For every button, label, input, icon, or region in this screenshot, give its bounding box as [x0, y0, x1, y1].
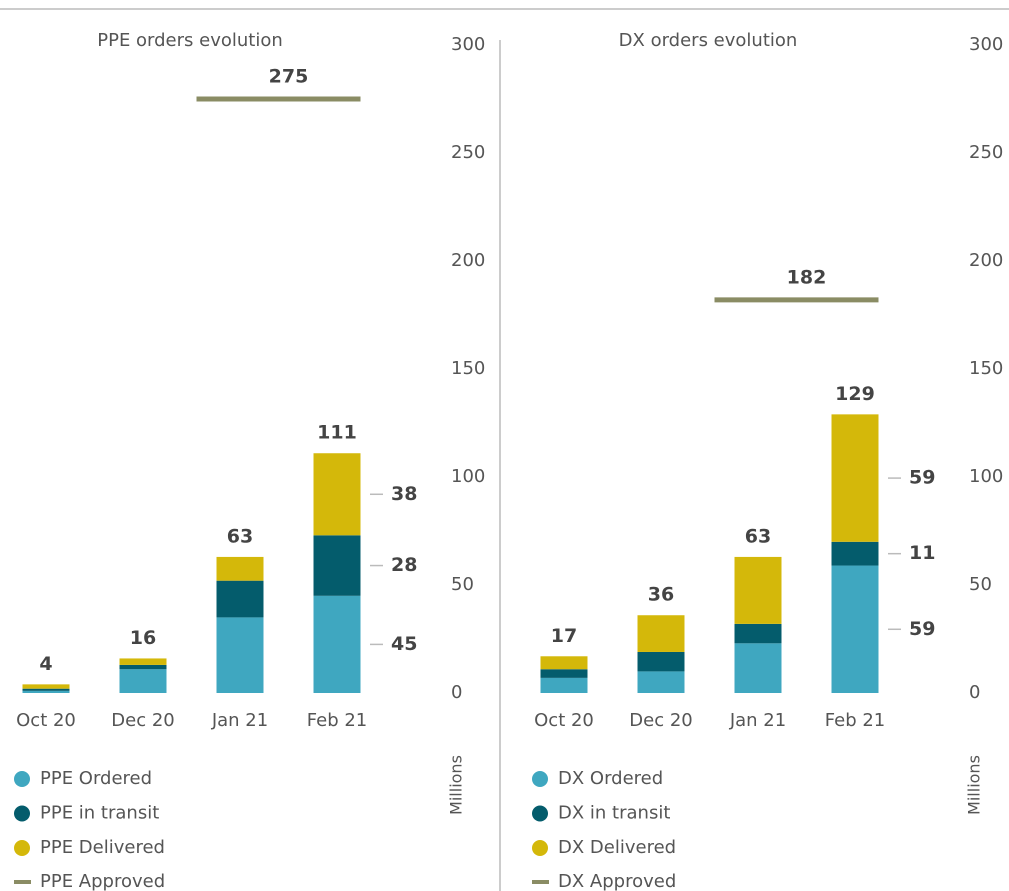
legend-swatch — [14, 880, 31, 884]
segment-label: 59 — [909, 618, 935, 640]
bar-segment — [119, 658, 167, 665]
bar-segment — [540, 656, 588, 670]
total-label: 4 — [39, 653, 52, 675]
y-tick-label: 50 — [451, 574, 474, 595]
x-tick-label: Jan 21 — [211, 710, 268, 731]
y-tick-label: 200 — [969, 250, 1003, 271]
x-tick-label: Jan 21 — [729, 710, 786, 731]
bar-segment — [22, 690, 70, 693]
chart-title: PPE orders evolution — [97, 30, 283, 51]
total-label: 36 — [648, 584, 674, 606]
total-label: 129 — [835, 383, 875, 405]
legend-label: PPE in transit — [40, 803, 159, 824]
x-tick-label: Oct 20 — [534, 710, 594, 731]
legend-label: DX Delivered — [558, 837, 676, 858]
bar-segment — [119, 664, 167, 670]
bar-segment — [637, 615, 685, 652]
y-tick-label: 150 — [451, 358, 485, 379]
bar-segment — [637, 651, 685, 672]
y-axis-label: Millions — [447, 755, 466, 815]
chart-title: DX orders evolution — [619, 30, 798, 51]
legend-swatch — [14, 840, 30, 856]
bar-segment — [216, 617, 264, 693]
segment-label: 11 — [909, 542, 935, 564]
y-tick-label: 150 — [969, 358, 1003, 379]
x-tick-label: Oct 20 — [16, 710, 76, 731]
bar-segment — [216, 556, 264, 581]
bar-segment — [831, 414, 879, 542]
total-label: 63 — [745, 525, 771, 547]
legend-label: DX Ordered — [558, 768, 663, 789]
y-tick-label: 0 — [451, 682, 462, 703]
legend-label: PPE Approved — [40, 871, 165, 891]
legend-swatch — [532, 880, 549, 884]
legend-swatch — [532, 805, 548, 822]
x-tick-label: Feb 21 — [825, 710, 886, 731]
y-tick-label: 250 — [451, 142, 485, 163]
total-label: 16 — [130, 627, 156, 649]
bar-segment — [831, 541, 879, 566]
legend-swatch — [14, 805, 30, 822]
bar-segment — [313, 595, 361, 693]
bar-segment — [734, 623, 782, 644]
approved-label: 182 — [787, 266, 827, 288]
bar-segment — [22, 684, 70, 689]
bar-segment — [313, 453, 361, 536]
bar-segment — [216, 580, 264, 618]
legend-label: PPE Delivered — [40, 837, 165, 858]
x-tick-label: Dec 20 — [111, 710, 174, 731]
legend-swatch — [532, 771, 548, 787]
total-label: 63 — [227, 525, 253, 547]
y-axis-label: Millions — [965, 755, 984, 815]
bar-segment — [734, 556, 782, 624]
y-tick-label: 100 — [969, 466, 1003, 487]
x-tick-label: Feb 21 — [307, 710, 368, 731]
legend-swatch — [14, 771, 30, 787]
bar-segment — [313, 535, 361, 596]
segment-label: 59 — [909, 467, 935, 489]
y-tick-label: 100 — [451, 466, 485, 487]
bar-segment — [119, 669, 167, 693]
y-tick-label: 300 — [969, 34, 1003, 55]
y-tick-label: 300 — [451, 34, 485, 55]
bar-segment — [540, 677, 588, 693]
segment-label: 28 — [391, 554, 417, 576]
total-label: 17 — [551, 625, 577, 647]
x-tick-label: Dec 20 — [629, 710, 692, 731]
legend-swatch — [532, 840, 548, 856]
bar-segment — [831, 565, 879, 693]
y-tick-label: 200 — [451, 250, 485, 271]
bar-segment — [22, 688, 70, 691]
total-label: 111 — [317, 422, 357, 444]
segment-label: 38 — [391, 483, 417, 505]
y-tick-label: 250 — [969, 142, 1003, 163]
legend-label: DX in transit — [558, 803, 670, 824]
legend-label: PPE Ordered — [40, 768, 152, 789]
bar-segment — [734, 643, 782, 693]
approved-label: 275 — [269, 66, 309, 88]
legend-label: DX Approved — [558, 871, 676, 891]
y-tick-label: 0 — [969, 682, 980, 703]
y-tick-label: 50 — [969, 574, 992, 595]
segment-label: 45 — [391, 633, 417, 655]
bar-segment — [637, 671, 685, 693]
bar-segment — [540, 669, 588, 678]
